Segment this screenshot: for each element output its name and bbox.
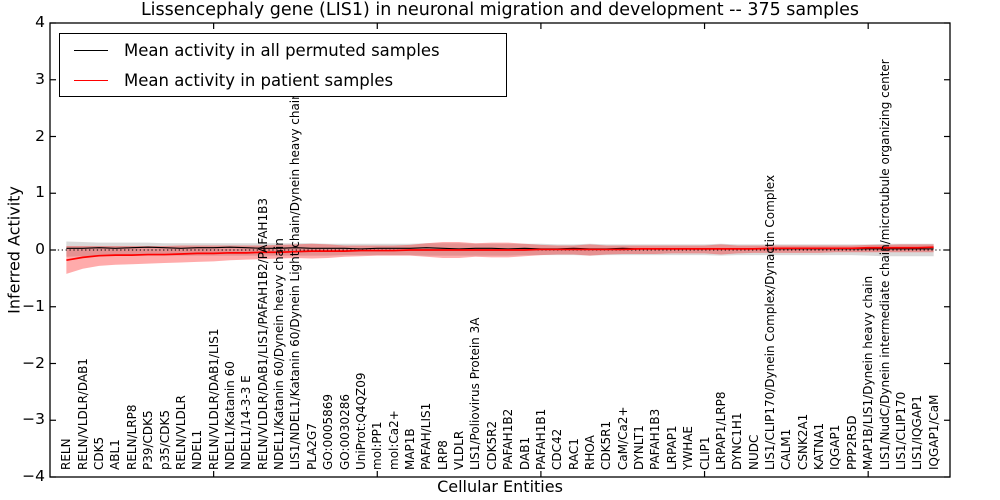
legend-label-patient: Mean activity in patient samples [124, 70, 394, 90]
x-tick-label: IQGAP1 [828, 424, 843, 470]
y-tick-label: 3 [35, 69, 45, 88]
x-tick-label: DYNLT1 [632, 425, 647, 470]
x-tick-label: NDEL1/14-3-3 E [239, 375, 254, 470]
y-tick-label: 1 [35, 183, 45, 202]
x-tick-label: MAP1B [403, 428, 417, 470]
x-tick-label: CDK5R2 [484, 420, 499, 470]
y-tick-label: −2 [22, 353, 45, 372]
chart-title: Lissencephaly gene (LIS1) in neuronal mi… [140, 0, 860, 20]
x-tick-label: MAP1B/LIS1/Dynein heavy chain [861, 275, 876, 470]
band-0 [66, 241, 934, 257]
x-tick-label: UniProt:Q4QZ09 [353, 372, 368, 470]
x-tick-label: NUDC [746, 434, 761, 470]
legend-entry-patient: Mean activity in patient samples [60, 67, 506, 93]
x-tick-label: NDEL1/Katanin 60 [223, 361, 237, 470]
permuted-line-swatch [74, 49, 108, 51]
x-tick-label: DAB1 [517, 436, 532, 470]
x-tick-label: LIS1/NudC/Dynein intermediate chain/micr… [877, 59, 892, 470]
x-tick-label: YWHAE [681, 425, 696, 470]
x-tick-label: KATNA1 [812, 422, 827, 470]
x-tick-label: PAFAH1B1 [533, 408, 548, 470]
x-tick-label: LIS1/Poliovirus Protein 3A [468, 317, 483, 470]
x-tick-label: LIS1/CLIP170 [893, 391, 908, 470]
x-tick-label: LRPAP1/LRP8 [713, 391, 728, 470]
x-tick-label: RELN/VLDLR/DAB1/LIS1/PAFAH1B2/PAFAH1B3 [255, 198, 270, 470]
y-tick-label: −4 [22, 467, 45, 485]
x-tick-label: LIS1/IQGAP1 [910, 395, 925, 470]
x-tick-label: DYNC1H1 [730, 412, 745, 470]
x-tick-label: RELN/VLDLR/DAB1/LIS1 [206, 328, 221, 470]
x-tick-label: PAFAH1B2 [501, 408, 516, 470]
x-tick-label: p35/CDK5 [157, 409, 172, 470]
x-tick-label: IQGAP1/CaM [926, 394, 941, 471]
x-tick-label: RELN [59, 438, 74, 470]
x-tick-label: NDEL1 [190, 429, 205, 470]
y-tick-label: 0 [35, 240, 45, 258]
x-axis-label: Cellular Entities [437, 477, 563, 496]
x-tick-label: PLA2G7 [304, 423, 319, 470]
legend-entry-permuted: Mean activity in all permuted samples [60, 37, 506, 63]
x-tick-label: mol:Ca2+ [386, 410, 401, 470]
x-tick-label: CDK5R1 [599, 420, 614, 470]
x-tick-label: LIS1/NDEL1/Katanin 60/Dynein Light chain… [288, 92, 303, 470]
x-tick-label: LIS1/CLIP170/Dynein Complex/Dynactin Com… [763, 174, 777, 470]
x-tick-label: P39/CDK5 [141, 410, 156, 470]
x-tick-label: GO:0005869 [321, 393, 336, 470]
x-tick-label: CLIP1 [697, 436, 712, 470]
patient-line-swatch [74, 79, 108, 81]
x-tick-label: CSNK2A1 [795, 413, 810, 470]
y-tick-label: −1 [22, 296, 45, 315]
x-tick-label: CALM1 [779, 428, 794, 470]
x-tick-label: LRP8 [435, 440, 450, 470]
x-tick-label: mol:PP1 [370, 421, 385, 470]
x-tick-label: PAFAH1B3 [648, 408, 663, 470]
x-tick-label: LRPAP1 [664, 425, 679, 470]
legend-label-permuted: Mean activity in all permuted samples [124, 40, 440, 60]
x-tick-label: CDC42 [550, 428, 565, 470]
y-tick-label: 2 [35, 126, 45, 145]
x-tick-label: RELN/LRP8 [124, 404, 139, 470]
band-1 [66, 242, 934, 274]
x-tick-label: PPP2R5D [844, 415, 859, 470]
x-tick-label: GO:0030286 [337, 393, 352, 470]
x-tick-label: PAFAH/LIS1 [419, 402, 434, 470]
x-tick-label: CaM/Ca2+ [615, 406, 630, 470]
x-tick-label: VLDLR [452, 430, 467, 470]
x-tick-label: NDEL1/Katanin 60/Dynein heavy chain [272, 238, 287, 470]
x-tick-label: CDK5 [92, 436, 107, 470]
series-line-1 [66, 246, 934, 262]
y-tick-label: −3 [22, 410, 45, 429]
x-tick-label: ABL1 [108, 439, 123, 470]
y-tick-label: 4 [35, 13, 45, 31]
x-tick-label: RHOA [583, 435, 597, 470]
legend: Mean activity in all permuted samples Me… [59, 33, 507, 97]
x-tick-label: RAC1 [566, 438, 581, 470]
x-tick-label: RELN/VLDLR/DAB1 [75, 358, 90, 470]
x-tick-label: RELN/VLDLR [173, 395, 188, 470]
